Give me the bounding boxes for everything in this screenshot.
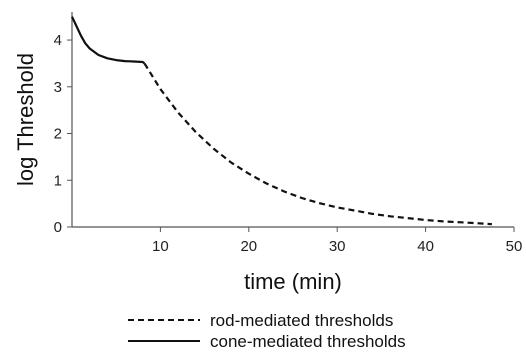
legend-label: rod-mediated thresholds [210,311,393,330]
series-line-rod [143,62,492,226]
series-group [71,16,492,226]
y-tick-label: 3 [54,79,62,96]
x-axis-ticks: 10 20 30 40 50 [152,227,522,255]
x-axis-title: time (min) [244,269,342,294]
legend-label: cone-mediated thresholds [210,332,406,351]
series-line-cone [71,16,146,65]
x-tick-label: 20 [240,238,257,255]
x-tick-label: 40 [417,238,434,255]
plot-area: 10 20 30 40 50 0 1 2 3 4 [54,12,522,255]
legend: rod-mediated thresholds cone-mediated thr… [128,311,406,351]
y-tick-label: 0 [54,219,62,236]
x-tick-label: 10 [152,238,169,255]
y-tick-label: 2 [54,126,62,143]
y-tick-label: 1 [54,172,62,189]
x-tick-label: 30 [329,238,346,255]
y-axis-ticks: 0 1 2 3 4 [54,32,72,236]
y-axis-title: log Threshold [13,53,38,186]
x-tick-label: 50 [506,238,523,255]
y-tick-label: 4 [54,32,62,49]
